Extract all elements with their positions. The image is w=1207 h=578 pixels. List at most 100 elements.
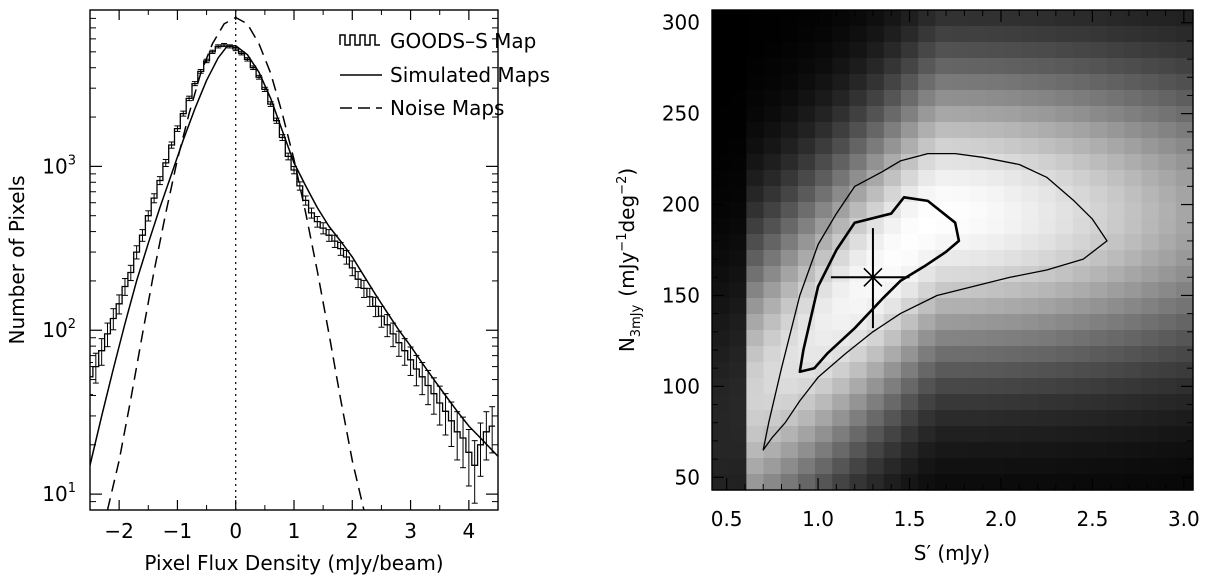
heatmap-cell [746, 122, 765, 139]
heatmap-cell [797, 474, 816, 491]
heatmap-cell [1107, 378, 1125, 395]
heatmap-cell [849, 458, 868, 475]
heatmap-cell [729, 474, 747, 491]
heatmap-cell [1072, 426, 1091, 443]
heatmap-cell [952, 282, 971, 299]
heatmap-cell [1158, 282, 1177, 299]
heatmap-cell [1107, 426, 1125, 443]
heatmap-cell [952, 394, 971, 411]
right-x-axis-label: S′ (mJy) [914, 541, 990, 565]
heatmap-cell [918, 74, 936, 91]
heatmap-cell [1107, 266, 1125, 283]
heatmap-cell [849, 154, 868, 171]
x-tick-label: 0.5 [711, 507, 743, 531]
heatmap-cell [1021, 314, 1039, 331]
heatmap-cell [1089, 186, 1108, 203]
heatmap-cell [763, 218, 782, 235]
heatmap-cell [849, 106, 868, 123]
heatmap-cell [1141, 410, 1160, 427]
heatmap-cell [1021, 106, 1039, 123]
histogram-bin [372, 296, 379, 318]
heatmap-cell [729, 234, 747, 251]
heatmap-cell [952, 122, 971, 139]
heatmap-cell [729, 74, 747, 91]
heatmap-cell [832, 298, 851, 315]
heatmap-cell [935, 474, 954, 491]
heatmap-cell [815, 218, 833, 235]
heatmap-cell [1158, 442, 1177, 459]
heatmap-cell [969, 474, 988, 491]
heatmap-cell [746, 26, 765, 43]
histogram-bin [314, 216, 321, 228]
heatmap-cell [1004, 330, 1022, 347]
heatmap-cell [1038, 410, 1057, 427]
heatmap-cell [1021, 346, 1039, 363]
y-tick-label: 150 [662, 283, 700, 307]
heatmap-cell [815, 26, 833, 43]
heatmap-cell [1004, 426, 1022, 443]
heatmap-cell [746, 90, 765, 107]
heatmap-cell [866, 42, 885, 59]
legend-item-noise: Noise Maps [340, 96, 504, 120]
heatmap-cell [1055, 346, 1074, 363]
heatmap-cell [918, 474, 936, 491]
heatmap-cell [712, 426, 730, 443]
heatmap-cell [969, 442, 988, 459]
heatmap-cell [1055, 314, 1074, 331]
heatmap-cell [746, 10, 765, 27]
x-tick-label: −1 [163, 519, 192, 543]
heatmap-cell [1038, 10, 1057, 27]
heatmap-cell [780, 250, 799, 267]
heatmap-cell [1141, 298, 1160, 315]
heatmap-cell [935, 74, 954, 91]
heatmap-cell [969, 410, 988, 427]
heatmap-cell [986, 394, 1005, 411]
heatmap-cell [832, 138, 851, 155]
heatmap-cell [1141, 458, 1160, 475]
heatmap-cell [763, 394, 782, 411]
heatmap-cell [815, 154, 833, 171]
heatmap-cell [1055, 250, 1074, 267]
heatmap-cell [1021, 58, 1039, 75]
histogram-bin [471, 440, 478, 504]
heatmap-cell [986, 410, 1005, 427]
heatmap-cell [746, 74, 765, 91]
heatmap-cell [729, 106, 747, 123]
heatmap-cell [883, 154, 902, 171]
heatmap-cell [1124, 458, 1143, 475]
heatmap-cell [986, 250, 1005, 267]
histogram-bin [180, 110, 187, 117]
heatmap-cell [866, 378, 885, 395]
heatmap-cell [1175, 154, 1194, 171]
heatmap-cell [763, 282, 782, 299]
heatmap-cell [815, 298, 833, 315]
heatmap-cell [918, 58, 936, 75]
legend-label-noise: Noise Maps [390, 96, 504, 120]
heatmap-cell [952, 58, 971, 75]
heatmap-cell [1158, 250, 1177, 267]
flux-histogram-chart: −2 −1 0 1 2 3 4 101 102 103 Pixel Flux Density (… [5, 9, 550, 575]
heatmap-cell [712, 90, 730, 107]
heatmap-cell [1107, 74, 1125, 91]
heatmap-cell [1055, 106, 1074, 123]
heatmap-cell [986, 362, 1005, 379]
heatmap-cell [849, 474, 868, 491]
heatmap-cell [1021, 138, 1039, 155]
heatmap-cell [815, 234, 833, 251]
heatmap-cell [1004, 282, 1022, 299]
heatmap-cell [815, 202, 833, 219]
heatmap-cell [1021, 426, 1039, 443]
heatmap-cell [1072, 234, 1091, 251]
heatmap-cell [1141, 138, 1160, 155]
histogram-bin [436, 385, 443, 426]
heatmap-cell [1021, 122, 1039, 139]
heatmap-cell [1055, 378, 1074, 395]
heatmap-cell [1004, 154, 1022, 171]
histogram-bin [308, 207, 315, 219]
left-y-axis-label: Number of Pixels [5, 175, 29, 344]
heatmap-cell [729, 202, 747, 219]
heatmap-cell [1021, 282, 1039, 299]
heatmap-cell [712, 26, 730, 43]
x-tick-label: 2 [346, 519, 359, 543]
heatmap-cell [712, 106, 730, 123]
